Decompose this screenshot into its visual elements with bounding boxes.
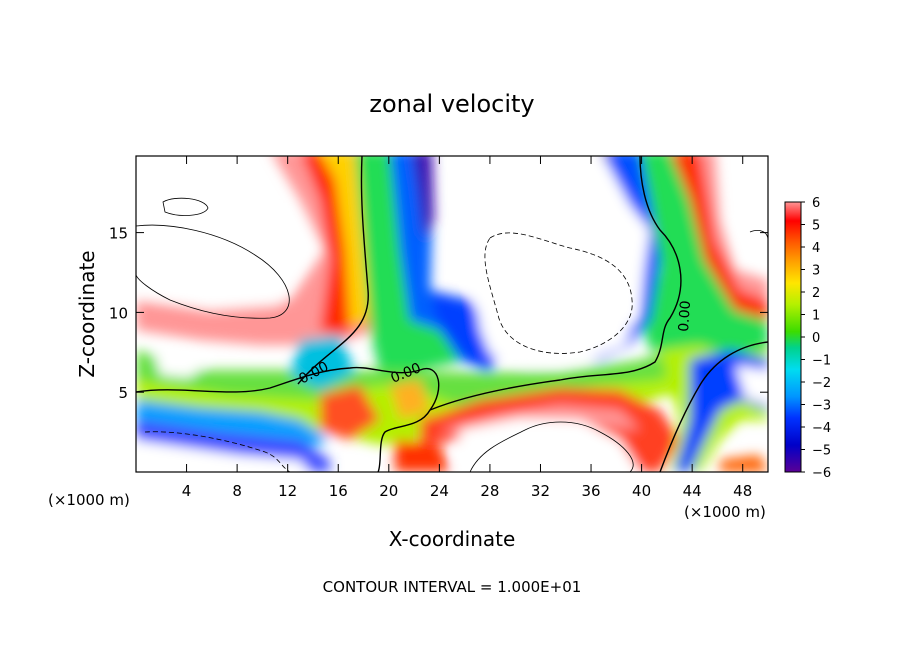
- colorbar-tick-label: −4: [812, 421, 831, 436]
- colorbar-tick-label: −1: [812, 354, 831, 369]
- x-tick-label: 20: [379, 482, 398, 500]
- contour-line: [136, 224, 290, 319]
- y-axis-label: Z-coordinate: [75, 250, 99, 377]
- x-tick-label: 24: [430, 482, 449, 500]
- x-tick-label: 40: [632, 482, 651, 500]
- x-tick-label: 16: [329, 482, 348, 500]
- contour-line: [659, 341, 768, 472]
- colorbar-gradient: [784, 201, 802, 473]
- heatmap-field: [136, 156, 768, 472]
- y-tick-label: 15: [109, 225, 128, 243]
- x-axis-unit: (×1000 m): [48, 491, 130, 509]
- colorbar-tick-label: 1: [812, 309, 820, 324]
- contour-line: [484, 232, 633, 354]
- contour-line: [429, 156, 682, 411]
- colorbar-tick-label: 3: [812, 264, 820, 279]
- contour-line: [297, 156, 369, 385]
- colorbar-tick-label: 0: [812, 331, 820, 346]
- contour-line: [144, 431, 291, 472]
- x-axis: 4 8 12 16 20 24 28 32 36 40 44 48: [182, 156, 752, 500]
- contour-label: 0.00: [676, 300, 694, 332]
- x-tick-label: 32: [531, 482, 550, 500]
- y-tick-label: 10: [109, 304, 128, 322]
- colorbar-tick-label: −3: [812, 399, 831, 414]
- plot-frame: [135, 155, 769, 473]
- x-tick-label: 8: [232, 482, 242, 500]
- contour-line: [469, 421, 634, 472]
- contour-line: [136, 366, 440, 472]
- z-axis-unit: (×1000 m): [684, 503, 766, 521]
- chart-title: zonal velocity: [369, 90, 534, 118]
- x-tick-label: 28: [480, 482, 499, 500]
- x-tick-label: 36: [581, 482, 600, 500]
- y-tick-label: 5: [118, 384, 128, 402]
- x-tick-label: 12: [278, 482, 297, 500]
- x-axis-label: X-coordinate: [389, 527, 516, 551]
- contour-lines: [136, 156, 768, 472]
- contour-interval-note: CONTOUR INTERVAL = 1.000E+01: [323, 578, 582, 596]
- colorbar-tick-label: −6: [812, 466, 831, 481]
- colorbar-tick-label: −5: [812, 444, 831, 459]
- colorbar: 6 5 4 3 2 1 0 −1 −2 −3 −4 −5 −6: [784, 196, 831, 481]
- y-axis: 5 10 15: [109, 225, 768, 402]
- colorbar-ticks: 6 5 4 3 2 1 0 −1 −2 −3 −4 −5 −6: [801, 196, 831, 481]
- colorbar-tick-label: 2: [812, 286, 820, 301]
- colorbar-tick-label: 6: [812, 196, 820, 211]
- colorbar-tick-label: 5: [812, 219, 820, 234]
- colorbar-tick-label: 4: [812, 241, 820, 256]
- x-tick-label: 4: [182, 482, 192, 500]
- colorbar-tick-label: −2: [812, 376, 831, 391]
- x-tick-label: 44: [683, 482, 702, 500]
- contour-line: [162, 197, 209, 216]
- x-tick-label: 48: [733, 482, 752, 500]
